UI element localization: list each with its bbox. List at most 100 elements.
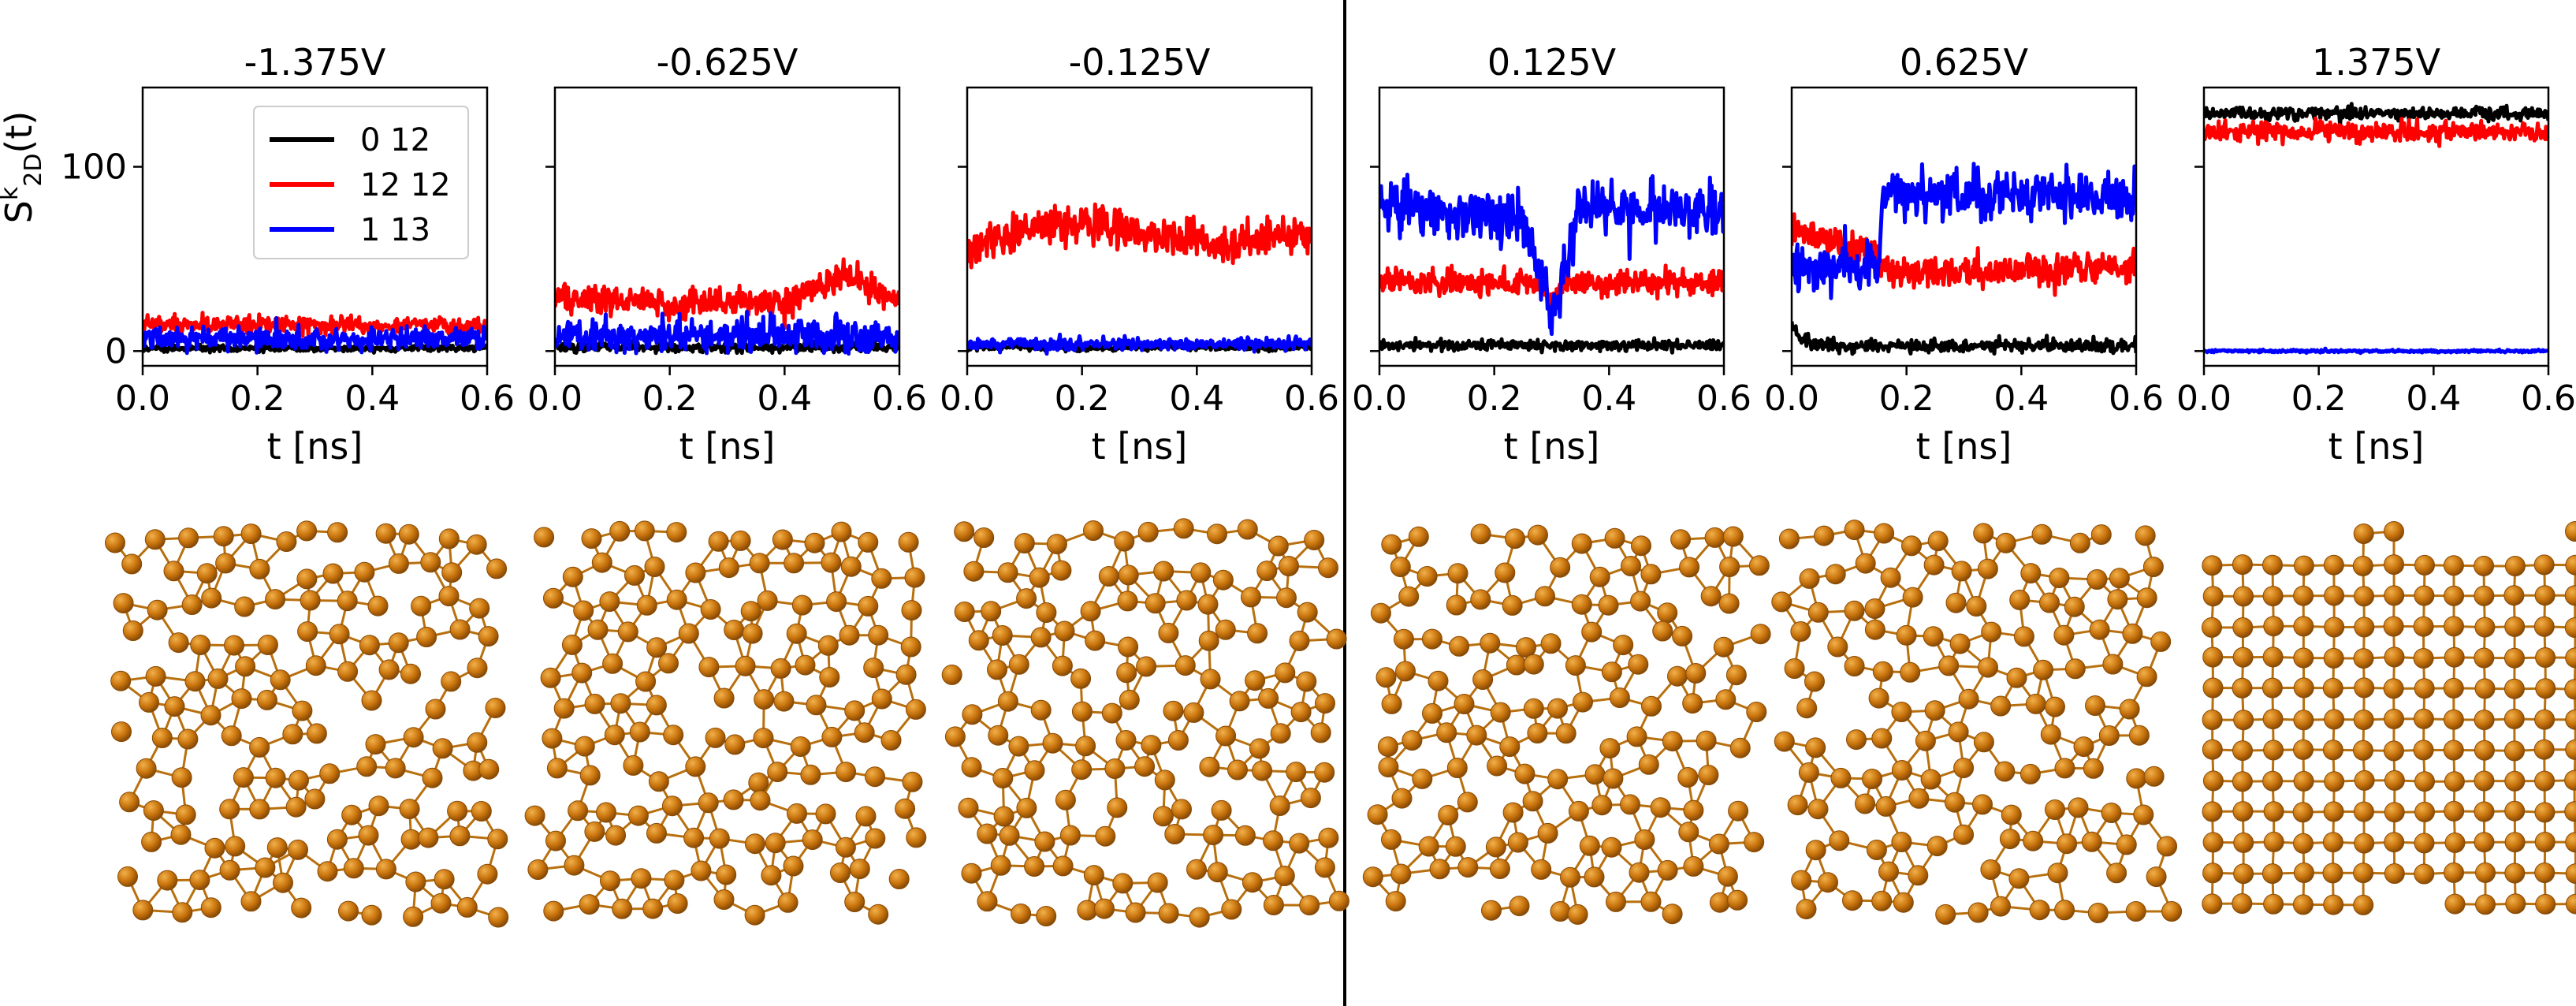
atom — [249, 736, 270, 758]
atom — [2444, 616, 2464, 637]
atom — [2292, 894, 2314, 915]
atom — [1547, 698, 1568, 719]
atom — [2122, 623, 2143, 644]
series-group — [2204, 102, 2548, 356]
atom — [111, 721, 132, 743]
atom — [171, 767, 192, 788]
atom — [1098, 566, 1119, 587]
atom — [1944, 792, 1965, 813]
atom — [1844, 656, 1865, 676]
atom — [2109, 568, 2130, 589]
atom — [1189, 907, 1210, 928]
atom — [757, 590, 778, 611]
atom — [1112, 873, 1134, 894]
atom — [1951, 561, 1972, 582]
atom — [2098, 725, 2120, 746]
atom — [1173, 518, 1194, 539]
atom — [968, 630, 989, 651]
atom — [2202, 586, 2224, 607]
atom — [1696, 730, 1717, 751]
atom — [835, 836, 856, 858]
atom — [2293, 647, 2314, 669]
atom — [524, 805, 545, 826]
x-tick-label: 0.0 — [1764, 378, 1819, 419]
atom — [1629, 862, 1650, 883]
atom — [1385, 891, 1406, 912]
x-tick-label: 0.6 — [872, 378, 927, 419]
atom — [2534, 832, 2556, 852]
atom — [1744, 832, 1765, 853]
atom — [2535, 647, 2556, 668]
atom — [1042, 732, 1063, 754]
atom — [2106, 863, 2127, 884]
atom — [170, 824, 192, 845]
atom — [1171, 799, 1192, 820]
atom — [605, 825, 627, 846]
atom — [1116, 662, 1137, 684]
snapshot-panel — [524, 520, 927, 926]
atom — [1304, 530, 1325, 550]
atom — [1310, 722, 1331, 743]
atom — [1071, 759, 1093, 781]
atom — [2119, 699, 2140, 720]
atom — [2054, 758, 2075, 779]
atom — [1275, 662, 1296, 684]
atom — [2143, 766, 2165, 787]
x-tick-label: 0.2 — [1879, 378, 1934, 419]
atom — [865, 766, 885, 788]
plot-frame — [966, 86, 1313, 367]
atom — [1581, 621, 1603, 643]
atom — [904, 567, 925, 588]
atom — [1631, 535, 1651, 557]
atom — [2354, 586, 2374, 607]
atom — [1973, 732, 1994, 753]
atom — [1667, 665, 1688, 687]
x-tick-label: 0.4 — [1169, 378, 1224, 419]
atom — [1318, 557, 1338, 579]
atom — [2261, 677, 2283, 699]
atom — [215, 553, 236, 574]
atom — [2136, 587, 2157, 609]
atom — [2384, 521, 2404, 542]
y-axis-label-sup: k — [0, 186, 24, 200]
atom — [2534, 709, 2556, 730]
atom — [1523, 698, 1544, 719]
atom — [2565, 739, 2576, 760]
atom — [1609, 687, 1630, 708]
atom — [1945, 592, 1967, 613]
atom — [1682, 693, 1703, 714]
atom — [478, 758, 500, 780]
atom — [231, 688, 252, 710]
atom — [1418, 836, 1439, 857]
x-axis-label: t [ns] — [1916, 425, 2012, 468]
atom — [1621, 556, 1641, 576]
atom — [1029, 567, 1050, 588]
atom — [1729, 737, 1751, 758]
atom — [1805, 840, 1826, 861]
atom — [1438, 804, 1459, 825]
atom — [2293, 770, 2314, 792]
atom — [1875, 795, 1897, 817]
atom — [1550, 557, 1571, 578]
atom — [1167, 730, 1189, 751]
atom — [1152, 806, 1174, 827]
atom — [273, 872, 293, 893]
x-tick-label: 0.2 — [230, 378, 285, 419]
atom — [806, 695, 827, 716]
atom — [973, 527, 995, 548]
atom — [337, 591, 358, 612]
atom — [1024, 760, 1045, 781]
atom — [1014, 533, 1035, 553]
atom — [378, 659, 400, 680]
atom — [2029, 900, 2050, 921]
atom — [849, 859, 870, 880]
atom — [561, 634, 583, 655]
atom — [1799, 568, 1820, 589]
atom — [1670, 529, 1692, 550]
atom — [2161, 901, 2183, 922]
series-group — [1792, 162, 2136, 356]
atom — [416, 627, 437, 647]
atom — [1241, 587, 1261, 608]
atom — [2150, 631, 2172, 652]
atom — [1862, 769, 1882, 789]
